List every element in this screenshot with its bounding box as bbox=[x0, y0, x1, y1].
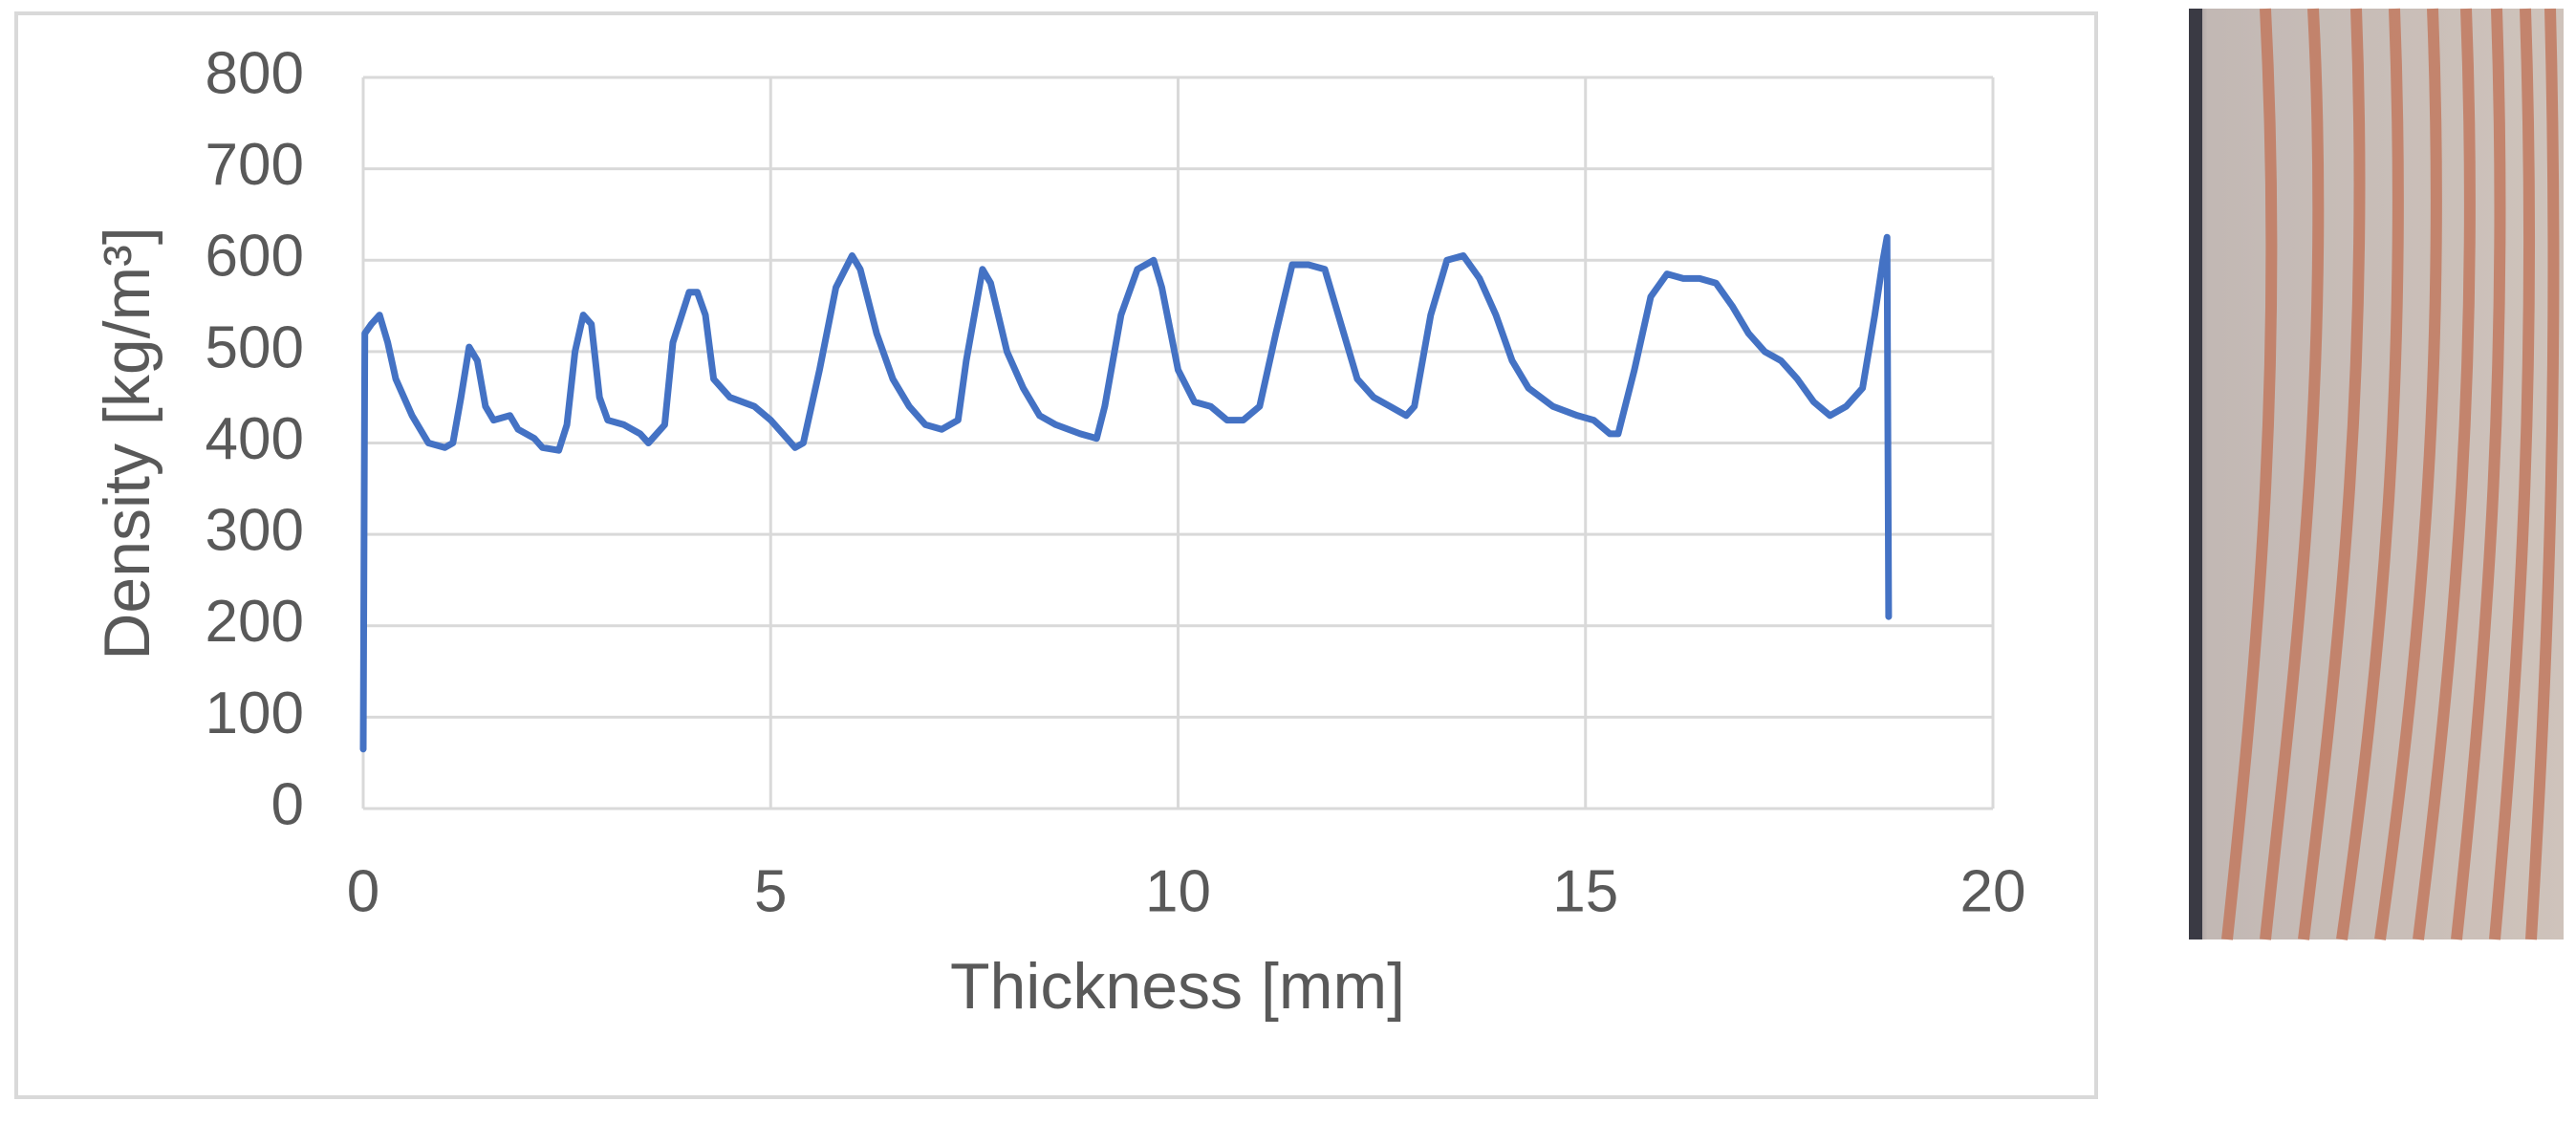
y-tick-label: 200 bbox=[206, 589, 304, 655]
y-tick-label: 700 bbox=[206, 132, 304, 198]
x-tick-label: 5 bbox=[754, 858, 787, 924]
data-line bbox=[359, 233, 1893, 753]
y-tick-label: 0 bbox=[271, 771, 304, 837]
y-tick-label: 400 bbox=[206, 406, 304, 472]
y-tick-label: 500 bbox=[206, 314, 304, 380]
x-tick-label: 0 bbox=[347, 858, 379, 924]
y-tick-label: 300 bbox=[206, 498, 304, 564]
wood-photo bbox=[2189, 8, 2564, 940]
x-tick-label: 10 bbox=[1145, 858, 1211, 924]
y-tick-label: 800 bbox=[206, 40, 304, 106]
y-axis-title: Density [kg/m³] bbox=[91, 227, 163, 659]
chart-border bbox=[14, 11, 2098, 1099]
y-tick-label: 100 bbox=[206, 680, 304, 746]
y-tick-label: 600 bbox=[206, 224, 304, 290]
x-axis-title: Thickness [mm] bbox=[950, 950, 1405, 1023]
x-tick-label: 20 bbox=[1960, 858, 2026, 924]
x-tick-label: 15 bbox=[1552, 858, 1618, 924]
